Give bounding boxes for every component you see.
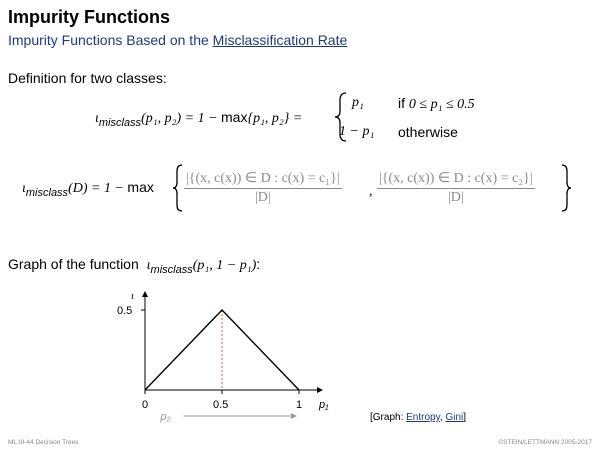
footer-left: ML:III-44 Decision Trees — [8, 439, 79, 446]
subtitle-link[interactable]: Misclassification Rate — [212, 32, 348, 48]
formula-general-arg: (D) = 1 − — [68, 181, 128, 196]
x-axis-arrow — [317, 387, 323, 393]
iota-symbol-2: ι — [22, 181, 26, 196]
case1-range: 0 ≤ p₁ ≤ 0.5 — [408, 97, 475, 112]
slide-title: Impurity Functions — [8, 7, 170, 27]
y-axis-label: ι — [131, 290, 134, 302]
graph-func: ι — [146, 258, 151, 273]
formula-args: (p₁, p₂) = 1 − — [141, 111, 222, 126]
max-word-2: max — [127, 179, 154, 195]
fraction-class2: |{(x, c(x)) ∈ D : c(x) = c₂}| |D| — [377, 170, 535, 206]
fraction2-denominator: |D| — [447, 190, 464, 205]
y-tick-label: 0.5 — [117, 305, 132, 317]
case1-condition: if 0 ≤ p₁ ≤ 0.5 — [398, 95, 475, 113]
graph-links: [Graph: Entropy, Gini] — [370, 412, 466, 423]
misclass-subscript: misclass — [98, 116, 142, 129]
fraction1-denominator: |D| — [254, 190, 271, 205]
case2-condition: otherwise — [398, 124, 458, 140]
iota-symbol: ι — [95, 111, 99, 126]
fraction-separator: , — [369, 184, 373, 199]
case1-if: if — [398, 95, 409, 111]
graph-func-args: (p₁, 1 − p₁) — [192, 258, 257, 273]
left-curly-brace — [172, 164, 183, 212]
cases-brace — [334, 92, 347, 142]
right-curly-brace — [561, 164, 572, 212]
y-axis-arrow — [142, 291, 148, 297]
link-gini[interactable]: Gini — [445, 412, 464, 423]
x-tick-label: 0 — [142, 399, 148, 411]
slide-subtitle: Impurity Functions Based on the Misclass… — [8, 32, 347, 48]
formula-general-lhs: ιmisclass(D) = 1 − max — [22, 179, 154, 199]
misclass-subscript-2: misclass — [25, 186, 69, 199]
fraction2-numerator: |{(x, c(x)) ∈ D : c(x) = c₂}| — [377, 170, 535, 189]
p2-label: p₂ — [159, 411, 171, 423]
p2-arrow-head — [291, 413, 297, 419]
footer-right: ©STEIN/LETTMANN 2005-2017 — [498, 439, 592, 446]
graph-links-prefix: [Graph: — [370, 412, 407, 423]
series-line — [144, 308, 300, 391]
definition-heading: Definition for two classes: — [8, 70, 167, 86]
graph-func-subscript: misclass — [150, 263, 193, 276]
graph-heading-text: Graph of the function — [8, 256, 139, 272]
case1-expr: p₁ — [352, 95, 364, 110]
subtitle-prefix: Impurity Functions Based on the — [8, 32, 213, 48]
x-axis-label: p₁ — [318, 399, 329, 411]
formula-set: {p₁, p₂} = — [247, 111, 303, 126]
graph-colon: : — [256, 256, 261, 272]
graph-links-suffix: ] — [463, 412, 467, 423]
graph-links-sep: , — [439, 412, 446, 423]
case2-expr: 1 − p₁ — [339, 124, 375, 139]
x-tick-label: 1 — [296, 399, 302, 411]
fraction1-numerator: |{(x, c(x)) ∈ D : c(x) = c₁}| — [184, 170, 342, 189]
max-word: max — [221, 109, 248, 125]
fraction-class1: |{(x, c(x)) ∈ D : c(x) = c₁}| |D| — [184, 170, 342, 206]
x-tick-label: 0.5 — [213, 399, 228, 411]
link-entropy[interactable]: Entropy — [406, 412, 440, 423]
impurity-chart: 0.5 ι 0 0.5 1 p₁ p₂ — [117, 290, 329, 423]
graph-heading: Graph of the function ιmisclass(p₁, 1 − … — [8, 256, 260, 276]
formula-two-class: ιmisclass(p₁, p₂) = 1 − max{p₁, p₂} = — [95, 109, 302, 129]
